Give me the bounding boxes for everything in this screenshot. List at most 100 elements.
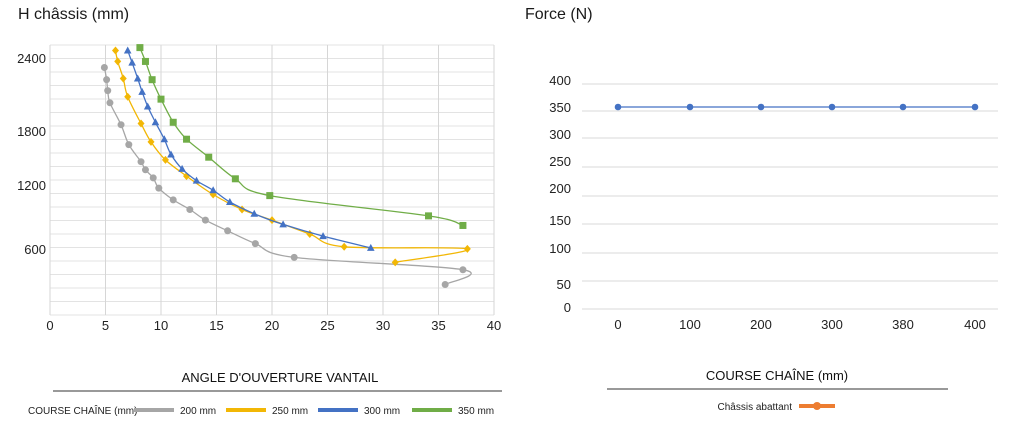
left-series-line-2 (127, 50, 371, 249)
left-series-1-point (340, 242, 348, 251)
left-series-0-point (104, 87, 112, 95)
left-series-0-point (155, 184, 163, 192)
right-x-tick-label: 380 (892, 317, 914, 332)
left-legend-prefix: COURSE CHAÎNE (mm) (28, 404, 137, 417)
left-legend-label-0: 200 mm (180, 406, 216, 417)
left-series-2-point (279, 220, 287, 228)
left-x-tick-label: 5 (102, 318, 109, 333)
left-series-2-point (209, 186, 217, 194)
left-series-0-point (251, 240, 259, 248)
left-series-2-point (250, 209, 259, 217)
left-series-line-3 (139, 47, 464, 227)
right-series-0-point (757, 103, 765, 111)
left-series-3-point (157, 95, 165, 103)
right-x-tick-label: 400 (964, 317, 986, 332)
left-legend-label-3: 350 mm (458, 406, 494, 417)
left-legend-label-2: 300 mm (364, 406, 400, 417)
left-x-axis-label: ANGLE D'OUVERTURE VANTAIL (182, 370, 379, 385)
left-series-2-point (167, 150, 175, 158)
left-series-3-point (205, 153, 213, 161)
left-chart: 0 5 10 15 20 25 30 35 40 600 1200 1800 2400 ANGLE D'O… (17, 44, 502, 417)
left-series-0-point (441, 281, 449, 289)
left-series-3-point (141, 57, 149, 65)
left-series-2-point (123, 46, 132, 54)
right-legend-label-0: Châssis abattant (718, 402, 793, 413)
left-series-3-point (425, 212, 433, 220)
left-series-0-point (125, 141, 133, 149)
right-x-tick-label: 0 (614, 317, 621, 332)
left-series-3-point (266, 192, 274, 200)
left-series-1-point (111, 46, 119, 55)
left-series-0-point (201, 216, 209, 224)
left-series-3-point (459, 221, 467, 229)
right-series-0-point (971, 103, 979, 111)
left-x-tick-label: 20 (265, 318, 279, 333)
right-y-tick-label: 0 (564, 300, 571, 315)
left-series-2-point (138, 87, 146, 95)
left-series-0-point (169, 196, 177, 204)
right-chart-title: Force (N) (525, 6, 593, 23)
left-series-2-point (143, 102, 152, 110)
left-series-0-point (149, 174, 157, 182)
left-series-0-point (459, 266, 467, 274)
right-x-tick-label: 100 (679, 317, 701, 332)
left-series-0-point (106, 99, 114, 107)
left-series-1-point (137, 119, 145, 128)
left-series-2-point (192, 176, 201, 184)
left-series-3-point (136, 44, 144, 52)
left-chart-title: H châssis (mm) (18, 6, 130, 23)
left-y-tick-label: 1800 (17, 124, 46, 139)
left-series-1-point (124, 92, 132, 101)
left-series-3-point (183, 135, 191, 143)
left-series-2-point (178, 164, 186, 172)
left-series-0-point (141, 166, 149, 174)
right-x-tick-label: 300 (821, 317, 843, 332)
left-series-1-point (119, 74, 127, 83)
right-series-0-point (899, 103, 907, 111)
right-y-tick-label: 400 (549, 73, 571, 88)
left-series-2-point (226, 198, 234, 205)
right-y-tick-label: 50 (557, 277, 571, 292)
left-legend-label-1: 250 mm (272, 406, 308, 417)
right-x-axis-label: COURSE CHAÎNE (mm) (706, 368, 848, 383)
left-y-tick-label: 2400 (17, 51, 46, 66)
right-y-tick-label: 300 (549, 127, 571, 142)
left-x-tick-label: 40 (487, 318, 501, 333)
left-series-1-point (161, 155, 169, 164)
left-series-3-point (231, 175, 239, 183)
left-series-1-point (147, 137, 155, 146)
left-series-1-point (114, 57, 122, 66)
left-series-0-point (117, 121, 125, 129)
left-series-3-point (148, 76, 156, 84)
left-series-0-point (100, 64, 108, 72)
left-x-tick-label: 10 (154, 318, 168, 333)
left-series-0-point (137, 158, 145, 166)
left-series-0-point (103, 76, 111, 84)
left-series-2-point (151, 118, 160, 126)
left-series-1-point (463, 244, 471, 253)
right-series-0-point (828, 103, 836, 111)
right-x-tick-label: 200 (750, 317, 772, 332)
left-x-tick-label: 15 (209, 318, 223, 333)
left-series-2-point (160, 135, 169, 143)
left-series-0-point (290, 253, 298, 261)
left-series-2-point (319, 232, 327, 240)
left-x-tick-label: 25 (320, 318, 334, 333)
right-y-tick-label: 200 (549, 181, 571, 196)
right-y-tick-label: 150 (549, 213, 571, 228)
right-legend-marker-0 (813, 402, 821, 410)
right-y-tick-label: 100 (549, 241, 571, 256)
right-y-tick-label: 350 (549, 100, 571, 115)
right-series-0-point (614, 103, 622, 111)
left-series-3-point (169, 118, 177, 126)
left-x-tick-label: 35 (431, 318, 445, 333)
left-series-2-point (133, 74, 142, 82)
left-y-tick-label: 600 (24, 242, 46, 257)
left-series-1-point (391, 258, 399, 267)
left-x-tick-label: 30 (376, 318, 390, 333)
left-series-line-1 (114, 50, 469, 263)
left-series-0-point (186, 205, 194, 213)
right-y-tick-label: 250 (549, 154, 571, 169)
left-series-0-point (224, 227, 232, 235)
